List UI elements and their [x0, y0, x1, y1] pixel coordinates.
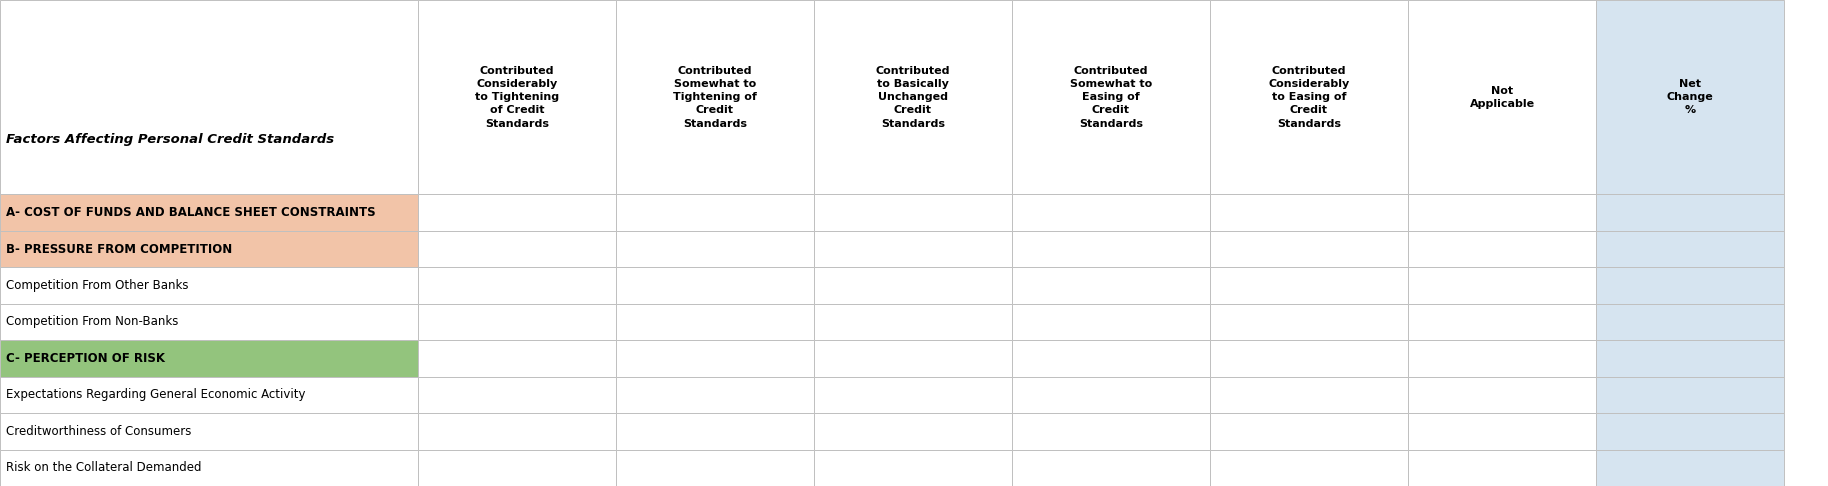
Bar	[1408, 304, 1596, 340]
Bar	[813, 267, 1013, 304]
Bar	[1596, 231, 1784, 267]
Bar	[1408, 194, 1596, 231]
Bar	[0, 194, 419, 231]
Bar	[813, 194, 1013, 231]
Bar	[616, 0, 813, 194]
Bar	[616, 450, 813, 486]
Bar	[1596, 413, 1784, 450]
Text: Creditworthiness of Consumers: Creditworthiness of Consumers	[5, 425, 192, 438]
Text: Contributed
Somewhat to
Tightening of
Credit
Standards: Contributed Somewhat to Tightening of Cr…	[673, 66, 757, 129]
Bar	[1408, 267, 1596, 304]
Bar	[1596, 0, 1784, 194]
Bar	[1210, 194, 1408, 231]
Bar	[616, 413, 813, 450]
Bar	[813, 304, 1013, 340]
Bar	[1013, 413, 1210, 450]
Text: Contributed
Somewhat to
Easing of
Credit
Standards: Contributed Somewhat to Easing of Credit…	[1069, 66, 1152, 129]
Bar	[419, 267, 616, 304]
Text: Contributed
Considerably
to Easing of
Credit
Standards: Contributed Considerably to Easing of Cr…	[1269, 66, 1349, 129]
Bar	[1408, 231, 1596, 267]
Bar	[1596, 267, 1784, 304]
Bar	[0, 450, 419, 486]
Bar	[419, 340, 616, 377]
Bar	[1013, 304, 1210, 340]
Bar	[616, 231, 813, 267]
Bar	[1596, 340, 1784, 377]
Bar	[0, 340, 419, 377]
Bar	[0, 267, 419, 304]
Bar	[813, 450, 1013, 486]
Text: Not
Applicable: Not Applicable	[1470, 86, 1534, 109]
Bar	[813, 231, 1013, 267]
Text: Competition From Other Banks: Competition From Other Banks	[5, 279, 188, 292]
Bar	[1013, 0, 1210, 194]
Text: A- COST OF FUNDS AND BALANCE SHEET CONSTRAINTS: A- COST OF FUNDS AND BALANCE SHEET CONST…	[5, 206, 375, 219]
Bar	[1210, 450, 1408, 486]
Text: Competition From Non-Banks: Competition From Non-Banks	[5, 315, 179, 329]
Bar	[1596, 304, 1784, 340]
Bar	[1013, 377, 1210, 413]
Bar	[1210, 0, 1408, 194]
Bar	[813, 0, 1013, 194]
Bar	[616, 267, 813, 304]
Text: Contributed
to Basically
Unchanged
Credit
Standards: Contributed to Basically Unchanged Credi…	[876, 66, 951, 129]
Bar	[616, 194, 813, 231]
Bar	[419, 304, 616, 340]
Bar	[419, 377, 616, 413]
Bar	[0, 0, 419, 194]
Bar	[1596, 377, 1784, 413]
Text: B- PRESSURE FROM COMPETITION: B- PRESSURE FROM COMPETITION	[5, 243, 232, 256]
Bar	[0, 413, 419, 450]
Bar	[1210, 231, 1408, 267]
Bar	[1408, 413, 1596, 450]
Bar	[0, 231, 419, 267]
Bar	[616, 377, 813, 413]
Text: Net
Change
%: Net Change %	[1667, 79, 1713, 115]
Bar	[419, 231, 616, 267]
Bar	[419, 194, 616, 231]
Bar	[1210, 413, 1408, 450]
Bar	[1596, 194, 1784, 231]
Bar	[1408, 340, 1596, 377]
Bar	[419, 450, 616, 486]
Bar	[1013, 231, 1210, 267]
Bar	[1210, 304, 1408, 340]
Text: Factors Affecting Personal Credit Standards: Factors Affecting Personal Credit Standa…	[5, 134, 335, 146]
Bar	[419, 0, 616, 194]
Bar	[1408, 450, 1596, 486]
Bar	[1210, 340, 1408, 377]
Text: Contributed
Considerably
to Tightening
of Credit
Standards: Contributed Considerably to Tightening o…	[475, 66, 559, 129]
Bar	[1210, 267, 1408, 304]
Bar	[0, 377, 419, 413]
Bar	[1013, 340, 1210, 377]
Bar	[1596, 450, 1784, 486]
Bar	[1013, 450, 1210, 486]
Bar	[1013, 267, 1210, 304]
Bar	[813, 377, 1013, 413]
Bar	[616, 304, 813, 340]
Bar	[419, 413, 616, 450]
Text: Risk on the Collateral Demanded: Risk on the Collateral Demanded	[5, 461, 201, 474]
Bar	[813, 413, 1013, 450]
Bar	[1408, 0, 1596, 194]
Bar	[1408, 377, 1596, 413]
Bar	[1210, 377, 1408, 413]
Bar	[0, 304, 419, 340]
Bar	[616, 340, 813, 377]
Text: Expectations Regarding General Economic Activity: Expectations Regarding General Economic …	[5, 388, 305, 401]
Bar	[1013, 194, 1210, 231]
Text: C- PERCEPTION OF RISK: C- PERCEPTION OF RISK	[5, 352, 165, 365]
Bar	[813, 340, 1013, 377]
